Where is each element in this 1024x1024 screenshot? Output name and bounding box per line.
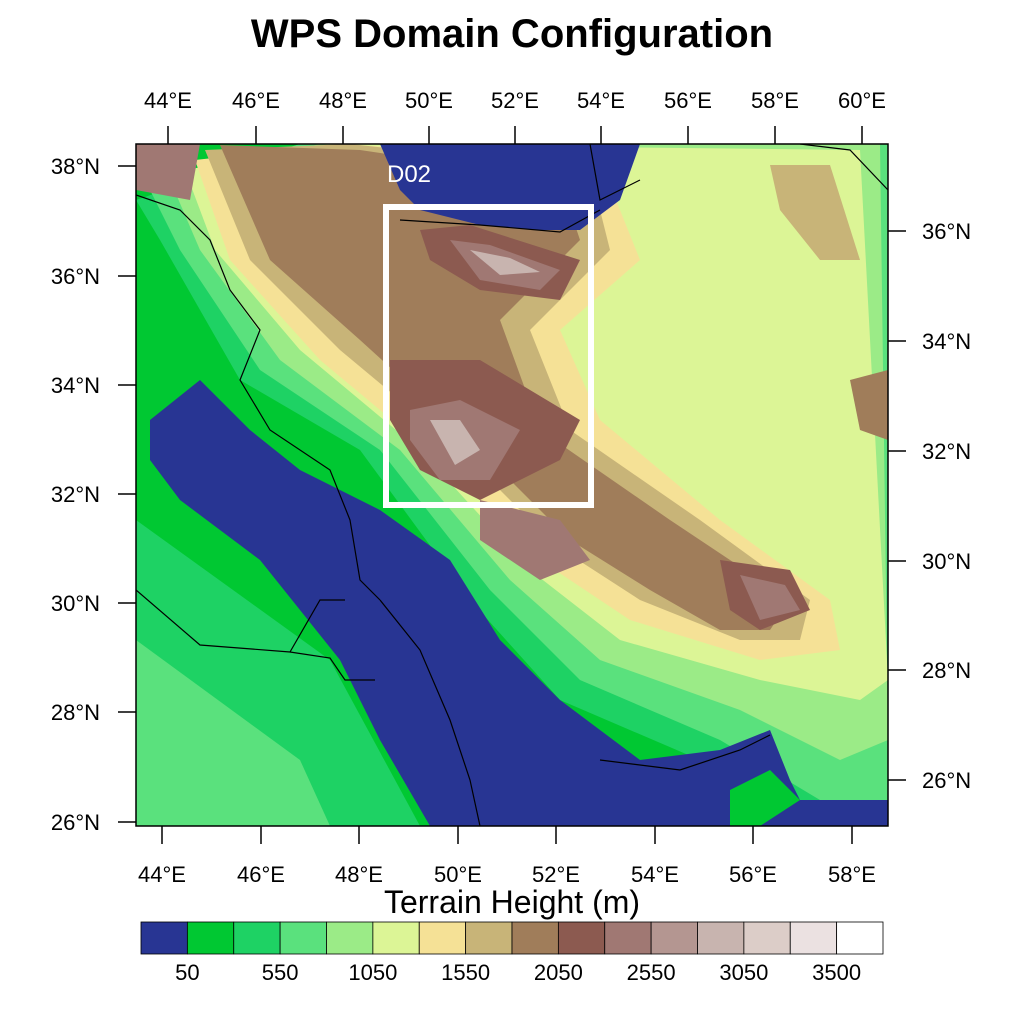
top-lon-label: 48°E [319, 88, 367, 113]
right-lat-label: 30°N [922, 549, 971, 574]
left-lat-label: 34°N [51, 373, 100, 398]
colorbar-swatch [650, 921, 698, 955]
bottom-lon-label: 58°E [828, 862, 876, 887]
bottom-lon-label: 48°E [335, 862, 383, 887]
colorbar-swatch [789, 921, 838, 955]
colorbar-label: 50 [175, 960, 199, 985]
map-title: WPS Domain Configuration [250, 12, 774, 56]
nested-domain-box [383, 204, 594, 508]
colorbar-swatch [233, 921, 281, 955]
right-lat-label: 36°N [922, 219, 971, 244]
colorbar-label: 1050 [348, 960, 397, 985]
colorbar-swatch [465, 921, 513, 955]
right-lat-label: 28°N [922, 658, 971, 683]
colorbar-swatch [418, 921, 467, 955]
colorbar-swatch [604, 921, 652, 955]
left-latitude-axis [118, 165, 136, 823]
top-lon-label: 46°E [232, 88, 280, 113]
top-lon-label: 52°E [491, 88, 539, 113]
top-lon-label: 60°E [838, 88, 886, 113]
top-lon-label: 54°E [577, 88, 625, 113]
bottom-lon-label: 56°E [729, 862, 777, 887]
colorbar-swatch [511, 921, 559, 955]
terrain-height-field [136, 144, 888, 826]
left-latitude-labels: 38°N 36°N 34°N 32°N 30°N 28°N 26°N [51, 154, 100, 835]
left-lat-label: 28°N [51, 700, 100, 725]
right-lat-label: 34°N [922, 329, 971, 354]
top-lon-label: 56°E [664, 88, 712, 113]
colorbar [140, 921, 884, 955]
colorbar-swatch [557, 921, 606, 955]
bottom-lon-label: 44°E [138, 862, 186, 887]
top-longitude-labels: 44°E 46°E 48°E 50°E 52°E 54°E 56°E 58°E … [144, 88, 886, 113]
top-lon-label: 44°E [144, 88, 192, 113]
left-lat-label: 32°N [51, 482, 100, 507]
colorbar-swatch [186, 921, 235, 955]
colorbar-swatch [697, 921, 745, 955]
bottom-longitude-labels: 44°E 46°E 48°E 50°E 52°E 54°E 56°E 58°E [138, 862, 876, 887]
colorbar-swatch [326, 921, 374, 955]
left-lat-label: 38°N [51, 154, 100, 179]
colorbar-label: 2550 [627, 960, 676, 985]
colorbar-label: 2050 [534, 960, 583, 985]
political-borders [136, 144, 888, 826]
colorbar-labels: 50 550 1050 1550 2050 2550 3050 3500 [175, 960, 861, 985]
top-lon-label: 58°E [751, 88, 799, 113]
right-lat-label: 32°N [922, 439, 971, 464]
bottom-longitude-axis [161, 826, 853, 844]
top-longitude-axis [167, 126, 863, 144]
colorbar-label: 1550 [441, 960, 490, 985]
left-lat-label: 36°N [51, 264, 100, 289]
colorbar-swatch [372, 921, 420, 955]
plot-frame [135, 143, 889, 827]
bottom-lon-label: 50°E [434, 862, 482, 887]
bottom-lon-label: 52°E [532, 862, 580, 887]
colorbar-label: 550 [262, 960, 299, 985]
colorbar-title: Terrain Height (m) [383, 884, 641, 920]
top-lon-label: 50°E [405, 88, 453, 113]
nested-domain-label: D02 [387, 161, 431, 188]
colorbar-label: 3500 [812, 960, 861, 985]
bottom-lon-label: 54°E [631, 862, 679, 887]
left-lat-label: 26°N [51, 810, 100, 835]
colorbar-swatch [279, 921, 327, 955]
colorbar-label: 3050 [719, 960, 768, 985]
left-lat-label: 30°N [51, 591, 100, 616]
right-latitude-axis [888, 230, 906, 781]
colorbar-swatch [836, 921, 884, 955]
bottom-lon-label: 46°E [237, 862, 285, 887]
colorbar-swatch [743, 921, 791, 955]
colorbar-swatch [140, 921, 188, 955]
right-latitude-labels: 36°N 34°N 32°N 30°N 28°N 26°N [922, 219, 971, 793]
right-lat-label: 26°N [922, 768, 971, 793]
